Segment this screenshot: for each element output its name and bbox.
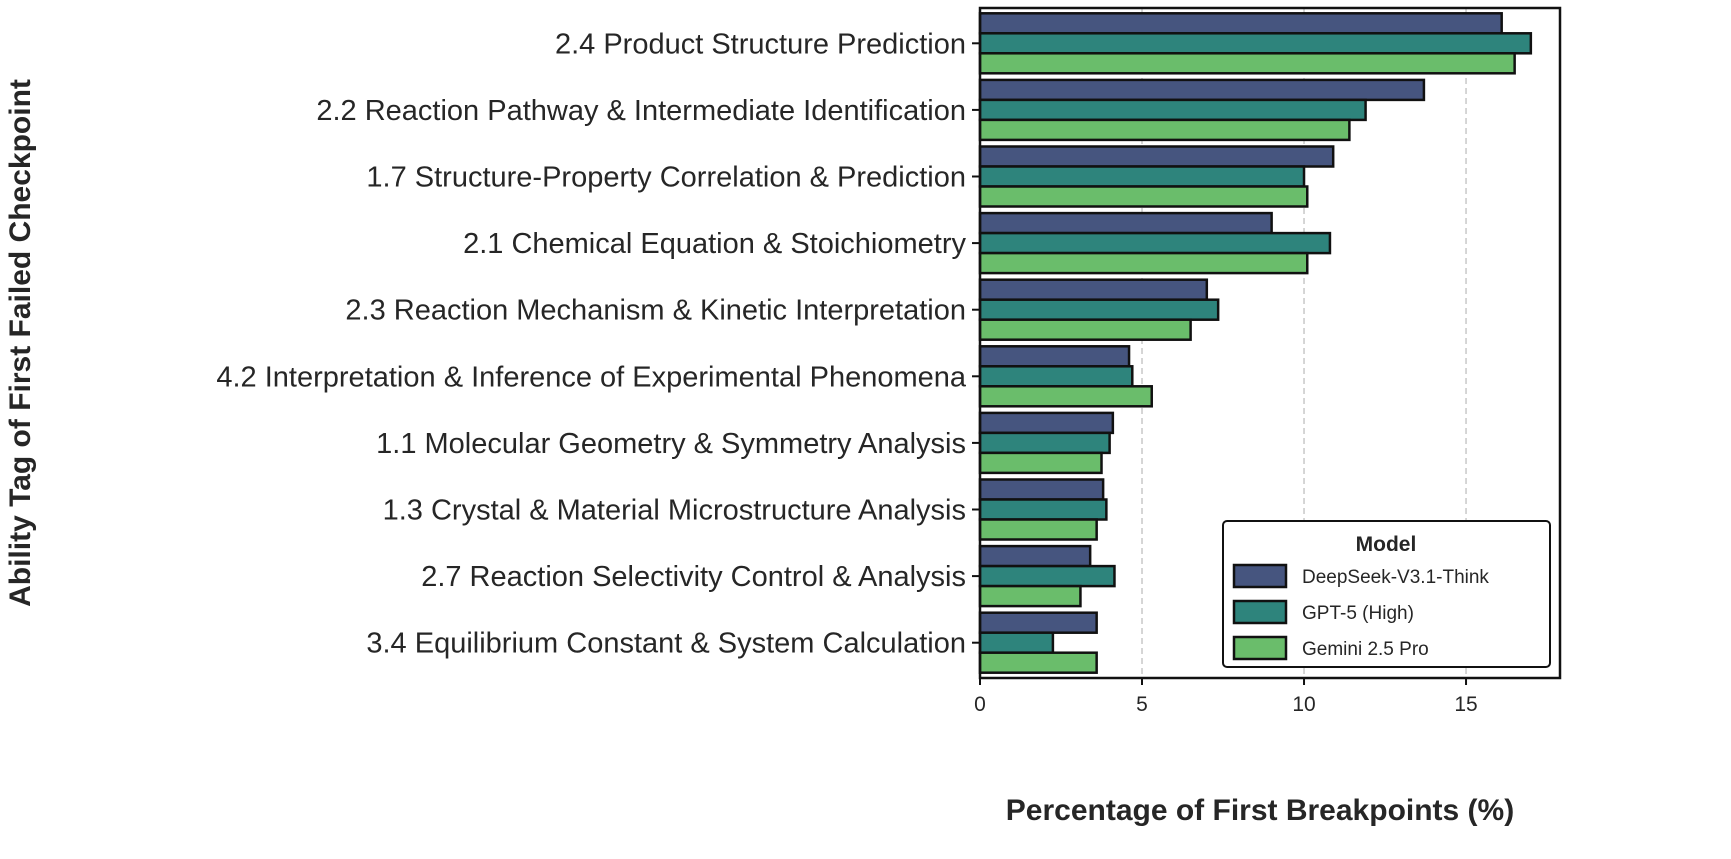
bar-gemini-2-5-pro (978, 518, 1098, 541)
x-axis-label: Percentage of First Breakpoints (%) (1006, 794, 1514, 827)
bar-deepseek-v3-1-think (978, 278, 1209, 301)
x-tick-label: 5 (1136, 693, 1148, 716)
bar-gemini-2-5-pro (978, 251, 1309, 275)
bar-gpt-5-high (978, 431, 1111, 455)
bar-gemini-2-5-pro (978, 584, 1082, 608)
category-label: 2.2 Reaction Pathway & Intermediate Iden… (316, 95, 966, 127)
bar-deepseek-v3-1-think (978, 478, 1105, 501)
legend-entry: GPT-5 (High) (1302, 603, 1414, 624)
bar-deepseek-v3-1-think (978, 145, 1335, 168)
category-label: 2.1 Chemical Equation & Stoichiometry (463, 228, 966, 260)
bar-gpt-5-high (978, 365, 1134, 388)
category-label: 2.4 Product Structure Prediction (555, 28, 966, 60)
y-axis-label: Ability Tag of First Failed Checkpoint (4, 79, 37, 607)
legend-swatch (1232, 599, 1288, 625)
category-label: 1.1 Molecular Geometry & Symmetry Analys… (376, 428, 966, 460)
bar-gemini-2-5-pro (978, 385, 1153, 408)
category-label: 2.7 Reaction Selectivity Control & Analy… (421, 561, 966, 593)
bar-gpt-5-high (978, 498, 1108, 521)
bar-gpt-5-high (978, 98, 1367, 122)
bar-gemini-2-5-pro (978, 185, 1309, 208)
legend-box (1222, 520, 1551, 668)
category-label: 3.4 Equilibrium Constant & System Calcul… (366, 628, 966, 660)
bar-gpt-5-high (978, 32, 1533, 55)
bar-deepseek-v3-1-think (978, 611, 1098, 634)
bar-gemini-2-5-pro (978, 451, 1103, 475)
bar-deepseek-v3-1-think (978, 411, 1115, 435)
x-tick-label: 0 (974, 693, 986, 716)
category-labels: 2.4 Product Structure Prediction 2.2 Reac… (216, 28, 980, 660)
plot-frame (978, 6, 1562, 680)
x-tick-labels: 0 5 10 15 (974, 678, 1478, 716)
bar-deepseek-v3-1-think (978, 211, 1273, 235)
bar-deepseek-v3-1-think (978, 12, 1503, 35)
bar-gpt-5-high (978, 231, 1332, 255)
category-label: 2.3 Reaction Mechanism & Kinetic Interpr… (345, 295, 966, 327)
category-label: 1.7 Structure-Property Correlation & Pre… (366, 162, 966, 194)
bar-gpt-5-high (978, 298, 1220, 321)
bar-gemini-2-5-pro (978, 52, 1516, 75)
legend-title: Model (1356, 533, 1417, 556)
legend-entry: Gemini 2.5 Pro (1302, 639, 1429, 660)
legend-entry: DeepSeek-V3.1-Think (1302, 567, 1489, 588)
legend-swatch (1232, 563, 1288, 589)
bar-gpt-5-high (978, 165, 1306, 188)
bar-gpt-5-high (978, 564, 1116, 588)
legend: Model DeepSeek-V3.1-Think GPT-5 (High) Gem… (1222, 520, 1551, 668)
category-label: 1.3 Crystal & Material Microstructure An… (383, 495, 966, 527)
bar-deepseek-v3-1-think (978, 78, 1426, 102)
bar-deepseek-v3-1-think (978, 345, 1131, 368)
x-tick-label: 10 (1292, 693, 1315, 716)
category-label: 4.2 Interpretation & Inference of Experi… (216, 361, 966, 393)
bar-deepseek-v3-1-think (978, 544, 1092, 568)
bar-gemini-2-5-pro (978, 651, 1098, 674)
x-tick-label: 15 (1454, 693, 1477, 716)
legend-swatch (1232, 635, 1288, 661)
bar-gemini-2-5-pro (978, 118, 1351, 142)
bar-gemini-2-5-pro (978, 318, 1192, 341)
bars (978, 12, 1533, 674)
bar-gpt-5-high (978, 631, 1055, 654)
